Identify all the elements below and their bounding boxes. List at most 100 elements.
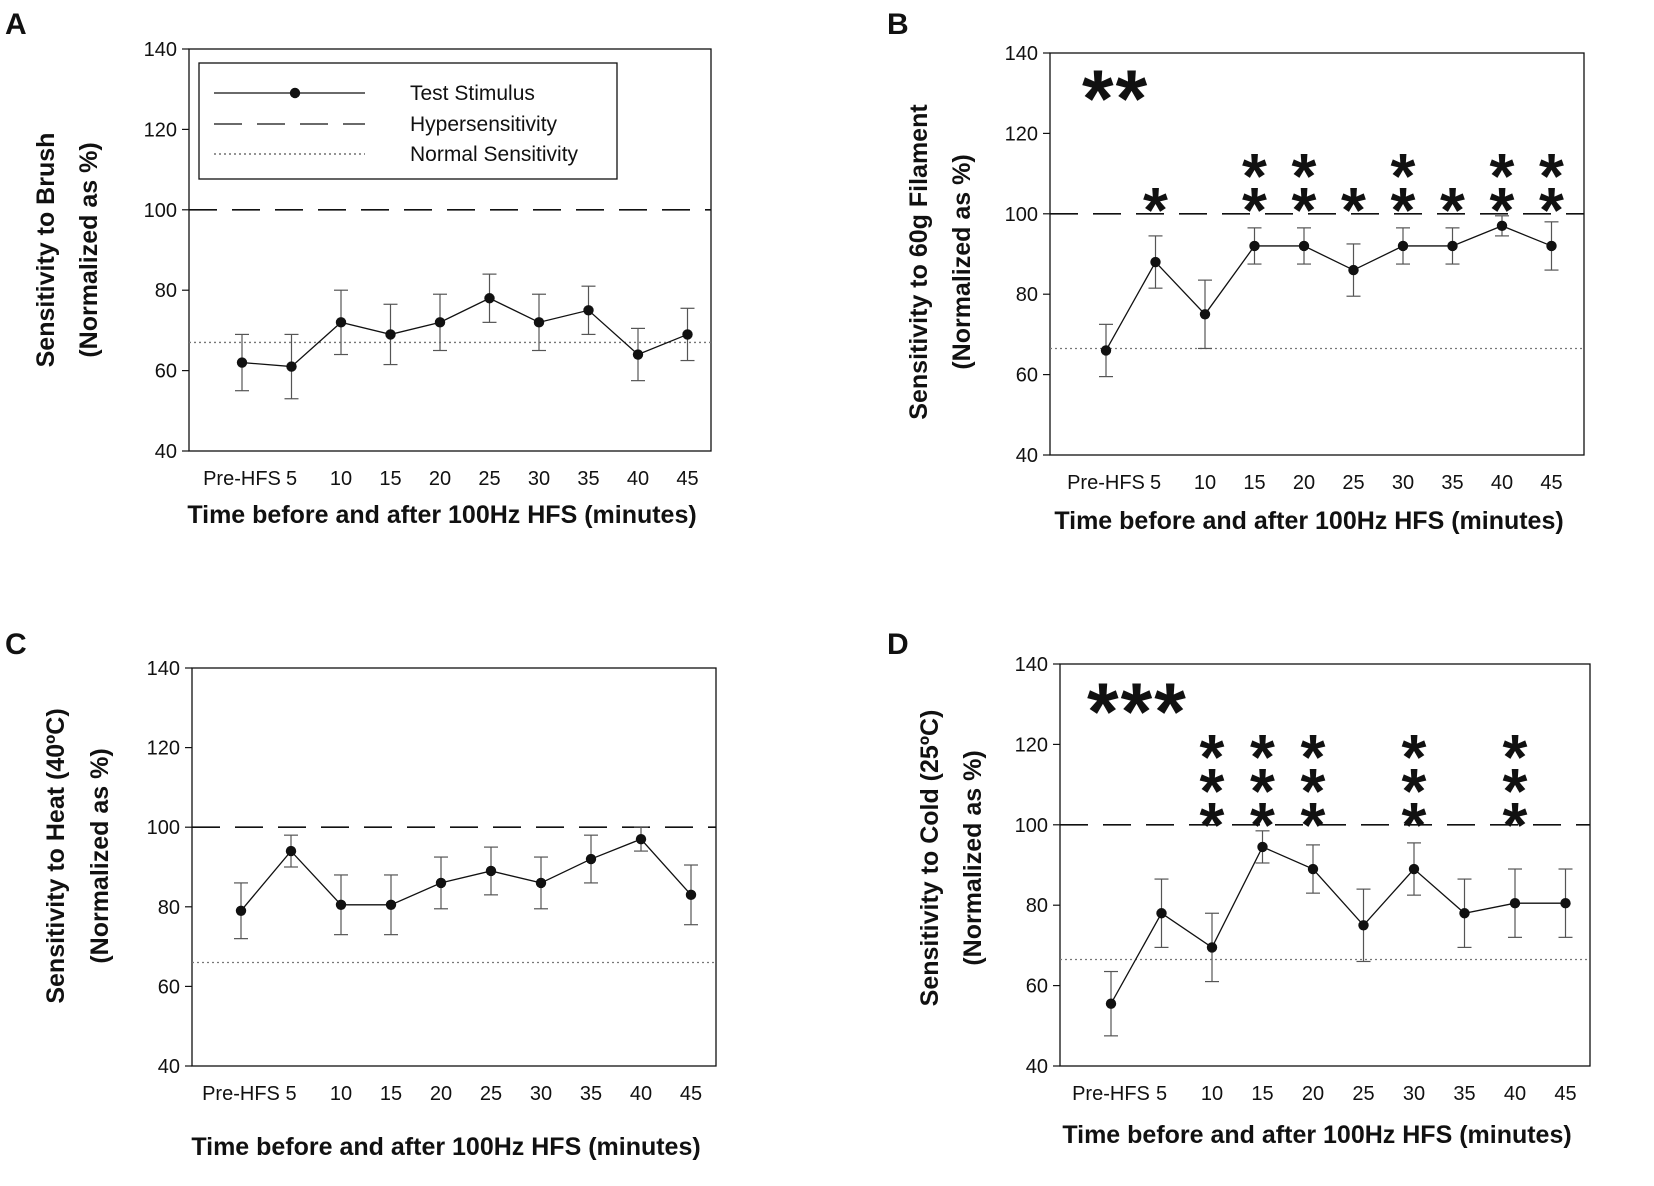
x-tick-label: 25 xyxy=(1352,1083,1374,1105)
data-point xyxy=(1298,240,1310,252)
series-line xyxy=(1110,846,1566,1005)
significance-star: * xyxy=(1242,174,1267,246)
significance-star: * xyxy=(1402,721,1427,793)
y-tick-label: 100 xyxy=(144,200,177,222)
x-tick-label: 20 xyxy=(1302,1083,1324,1105)
y-axis-title: (Normalized as %) xyxy=(959,750,987,965)
panel-b: B 40 60 80 100 120 140 Pre-HFS 5 10 15 20 25 30 35 40 45… xyxy=(887,8,1585,535)
data-point xyxy=(286,361,297,372)
significance-star: * xyxy=(1503,789,1528,861)
data-point xyxy=(585,853,597,865)
x-axis-title: Time before and after 100Hz HFS (minutes… xyxy=(1054,507,1563,535)
plot-frame xyxy=(1059,663,1591,1067)
legend-marker xyxy=(289,87,301,99)
series-line xyxy=(241,297,688,368)
significance-star: * xyxy=(1301,755,1326,827)
data-point xyxy=(335,317,347,328)
data-point xyxy=(1100,345,1112,356)
x-tick-label: 15 xyxy=(380,1083,402,1105)
data-point xyxy=(1105,998,1117,1009)
x-tick-label: 15 xyxy=(1251,1083,1273,1105)
y-tick-label: 140 xyxy=(1015,654,1048,676)
data-point xyxy=(385,899,397,911)
data-point xyxy=(1546,240,1557,252)
data-point xyxy=(434,317,446,328)
significance-star: * xyxy=(1301,721,1326,793)
y-tick-label: 60 xyxy=(158,976,180,998)
data-point xyxy=(533,317,545,328)
x-tick-label: 15 xyxy=(1243,472,1265,494)
significance-star: * xyxy=(1341,174,1366,246)
y-tick-label: 120 xyxy=(1015,734,1048,756)
x-tick-label: 20 xyxy=(430,1083,452,1105)
x-tick-label: 40 xyxy=(1504,1083,1526,1105)
legend-label: Test Stimulus xyxy=(410,82,535,105)
x-tick-label: 25 xyxy=(480,1083,502,1105)
data-point xyxy=(632,349,644,360)
data-point xyxy=(583,305,594,316)
y-tick-label: 40 xyxy=(1016,445,1038,467)
y-axis-title: Sensitivity to 60g Filament xyxy=(905,104,933,420)
data-point xyxy=(1206,942,1218,953)
y-tick-label: 60 xyxy=(1026,976,1048,998)
y-tick-label: 140 xyxy=(144,39,177,61)
data-point xyxy=(685,889,697,901)
x-tick-label: 35 xyxy=(580,1083,602,1105)
x-tick-label: 30 xyxy=(1392,472,1414,494)
y-axis-title: Sensitivity to Heat (40ºC) xyxy=(42,708,70,1003)
significance-star: * xyxy=(1503,721,1528,793)
x-tick-label: 45 xyxy=(1554,1083,1576,1105)
significance-star: * xyxy=(1490,174,1515,246)
y-tick-label: 140 xyxy=(1005,43,1038,65)
panel-label: C xyxy=(5,628,27,661)
x-tick-label: 45 xyxy=(1540,472,1562,494)
x-axis-title: Time before and after 100Hz HFS (minutes… xyxy=(1062,1121,1571,1149)
y-axis-title: Sensitivity to Cold (25ºC) xyxy=(916,710,944,1007)
significance-star: * xyxy=(1292,174,1317,246)
data-point xyxy=(1397,240,1409,252)
x-tick-label: 15 xyxy=(379,468,401,490)
plot-frame xyxy=(188,48,712,452)
y-tick-label: 140 xyxy=(147,658,180,680)
plot-frame xyxy=(1049,52,1585,456)
significance-star: * xyxy=(1503,755,1528,827)
x-tick-label: 5 xyxy=(285,1083,296,1105)
data-point xyxy=(1348,264,1359,276)
x-tick-label: 5 xyxy=(1156,1083,1167,1105)
panel-d: D 40 60 80 100 120 140 Pre-HFS 5 10 15 20 25 30 35 40 45… xyxy=(887,628,1591,1149)
x-tick-label: 25 xyxy=(1342,472,1364,494)
x-tick-label: 10 xyxy=(1194,472,1216,494)
significance-star: * xyxy=(1539,174,1564,246)
legend-label: Normal Sensitivity xyxy=(410,143,579,166)
key-significance: ** xyxy=(1082,55,1149,145)
y-axis-title: (Normalized as %) xyxy=(75,142,103,357)
data-point xyxy=(535,877,547,889)
x-tick-label: 40 xyxy=(630,1083,652,1105)
data-point xyxy=(484,293,495,304)
significance-star: * xyxy=(1250,721,1275,793)
significance-star: * xyxy=(1143,174,1168,246)
data-point xyxy=(1459,908,1470,919)
x-tick-label: 30 xyxy=(528,468,550,490)
y-axis-title: (Normalized as %) xyxy=(948,154,976,369)
data-point xyxy=(1447,240,1458,252)
y-tick-label: 40 xyxy=(158,1056,180,1078)
x-tick-label: 45 xyxy=(676,468,698,490)
x-tick-label: 5 xyxy=(1150,472,1161,494)
panel-label: B xyxy=(887,8,909,41)
data-point xyxy=(1257,841,1268,853)
x-tick-label: 20 xyxy=(1293,472,1315,494)
x-tick-label: Pre-HFS xyxy=(1072,1083,1150,1105)
significance-star: * xyxy=(1200,721,1225,793)
data-point xyxy=(1307,863,1319,875)
panel-c: C 40 60 80 100 120 140 Pre-HFS 5 10 15 20 25 30 35 40 45… xyxy=(5,628,717,1161)
data-point xyxy=(335,899,347,911)
y-tick-label: 60 xyxy=(155,361,177,383)
significance-star: * xyxy=(1490,140,1515,212)
y-tick-label: 120 xyxy=(147,738,180,760)
x-tick-label: 5 xyxy=(286,468,297,490)
significance-star: * xyxy=(1440,174,1465,246)
series-line xyxy=(240,838,692,912)
x-tick-label: 25 xyxy=(478,468,500,490)
